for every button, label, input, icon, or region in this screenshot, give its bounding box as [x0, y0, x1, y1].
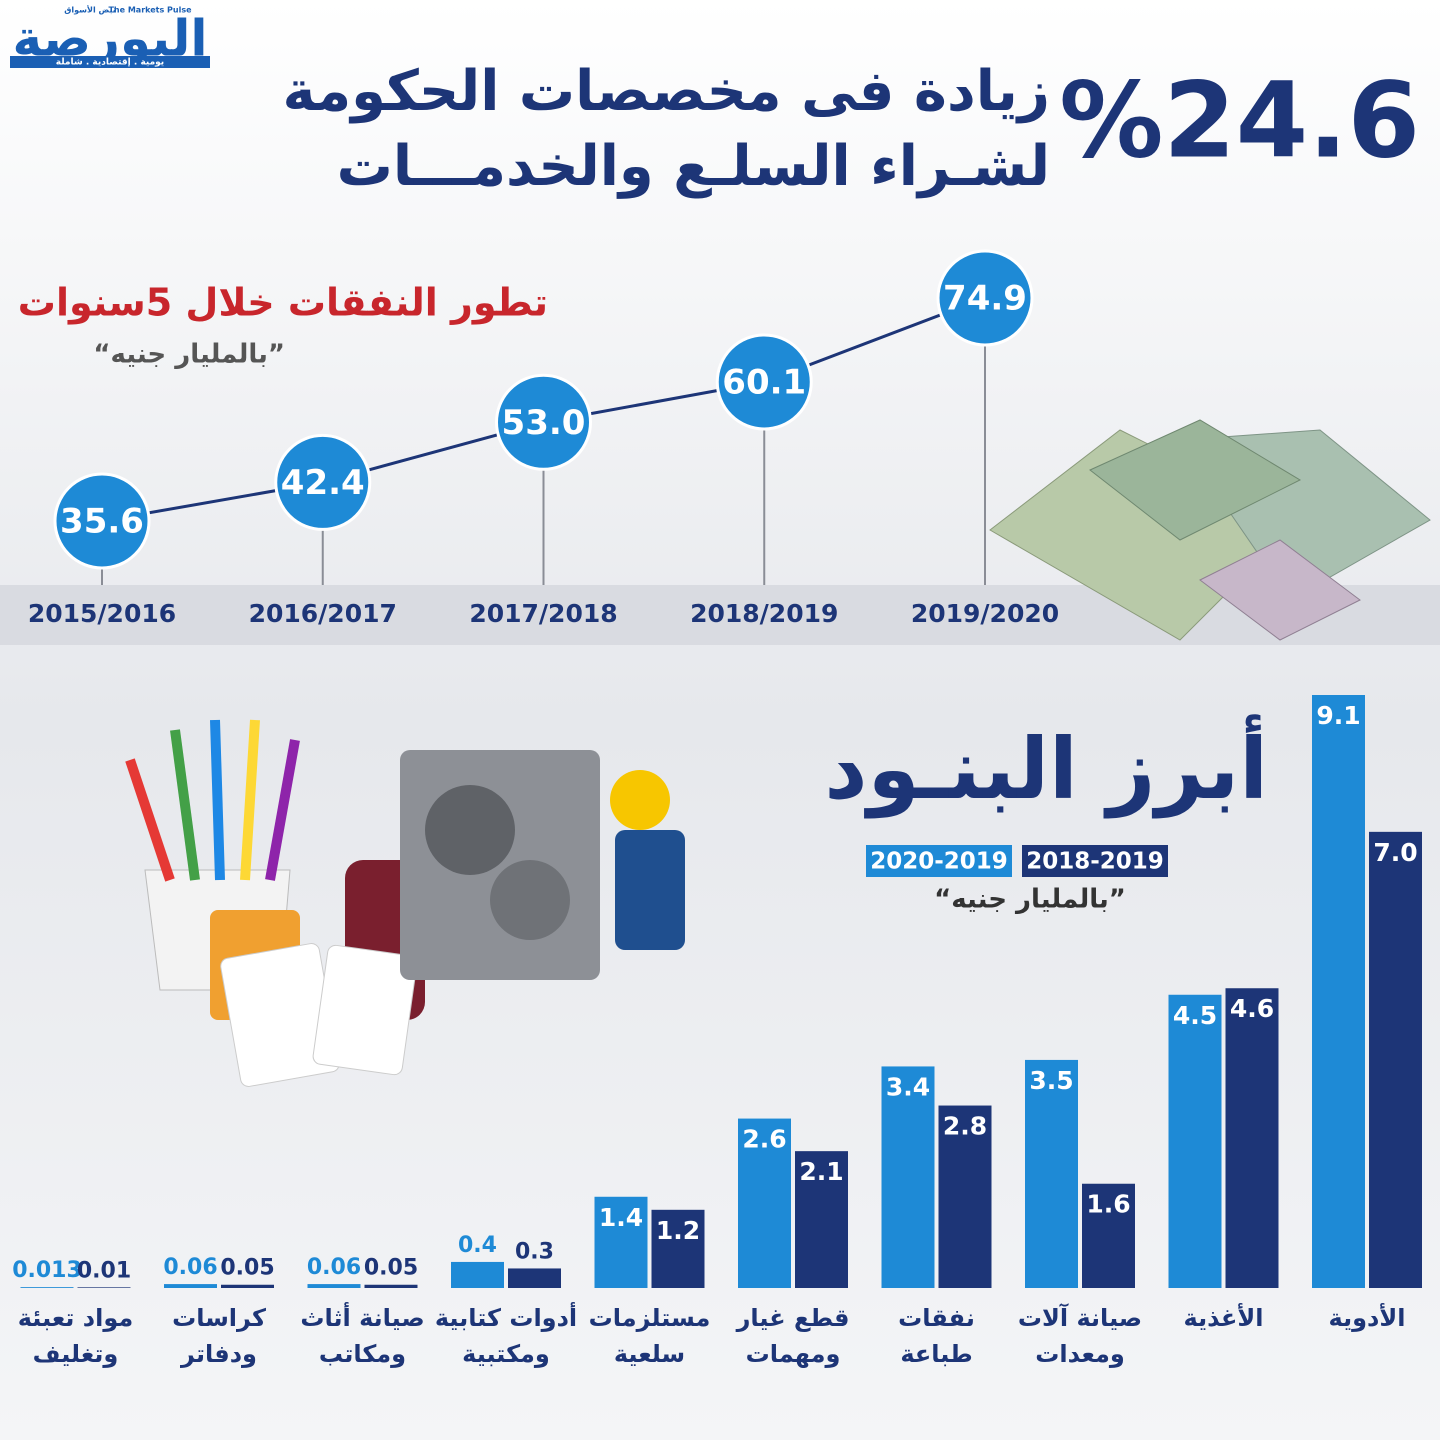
x-tick-label: 2019/2020 — [911, 599, 1059, 628]
x-tick-label-box: قطع غيار ومهمات — [736, 1304, 850, 1368]
money-illustration — [989, 419, 1431, 641]
x-tick-label-box: كراسات ودفاتر — [172, 1304, 266, 1368]
logo-en: The Markets Pulse — [108, 6, 192, 15]
value-label: 74.9 — [943, 279, 1027, 319]
value-label: 2.1 — [799, 1157, 843, 1186]
x-tick-label-box: نفقات طباعة — [898, 1304, 975, 1368]
chart-title: أبرز البنـود — [824, 714, 1268, 819]
headline-line: لشـراء السلـع والخدمـــات — [337, 134, 1050, 199]
value-label: 2.6 — [742, 1125, 786, 1154]
bar — [1312, 695, 1365, 1288]
value-label: 7.0 — [1373, 838, 1417, 867]
value-label: 2.8 — [943, 1112, 987, 1141]
bar — [451, 1261, 504, 1288]
logo-ar-tag: نبض الأسواق — [64, 5, 115, 16]
bar — [364, 1284, 418, 1288]
bar — [221, 1284, 274, 1288]
legend-label: 2020-2019 — [870, 849, 1008, 875]
x-tick-label-box: مستلزمات سلعية — [588, 1304, 711, 1368]
x-tick-label-box: صيانة آلات ومعدات — [1017, 1304, 1143, 1368]
x-tick-label: كراسات ودفاتر — [172, 1304, 266, 1368]
bar — [1225, 988, 1279, 1288]
legend-swatch — [1022, 845, 1168, 877]
bar — [938, 1105, 992, 1288]
bar — [881, 1066, 935, 1288]
value-label: 0.3 — [515, 1239, 554, 1264]
value-label: 4.5 — [1173, 1001, 1217, 1030]
legend-label: 2018-2019 — [1026, 849, 1164, 875]
x-tick-label: الأغذية — [1183, 1304, 1264, 1332]
chart-subtitle: “بالمليار جنيه” — [93, 340, 285, 370]
value-label: 4.6 — [1230, 994, 1274, 1023]
headline-number: %24.6 — [1059, 59, 1420, 181]
x-tick-label: أدوات كتابية ومكتبية — [434, 1304, 578, 1368]
x-tick-label: 2017/2018 — [469, 599, 617, 628]
bar — [20, 1287, 74, 1288]
x-tick-label: مواد تعبئة وتغليف — [17, 1304, 134, 1368]
bar — [651, 1209, 705, 1288]
x-tick-label: 2015/2016 — [28, 599, 176, 628]
value-label: 0.013 — [12, 1258, 82, 1283]
x-tick-label: صيانة أثاث ومكاتب — [300, 1304, 425, 1368]
bar — [1082, 1183, 1135, 1288]
x-tick-label-box: مواد تعبئة وتغليف — [17, 1304, 134, 1368]
x-tick-label: قطع غيار ومهمات — [736, 1304, 850, 1368]
bar — [1369, 831, 1422, 1288]
x-tick-label: صيانة آلات ومعدات — [1017, 1304, 1143, 1368]
x-tick-label-box: الأدوية — [1328, 1304, 1406, 1332]
x-tick-label-box: الأغذية — [1183, 1304, 1264, 1332]
value-label: 0.06 — [307, 1255, 361, 1280]
x-tick-label: 2018/2019 — [690, 599, 838, 628]
value-label: 35.6 — [60, 502, 144, 542]
bar — [508, 1268, 561, 1288]
legend-swatch — [866, 845, 1012, 877]
value-label: 60.1 — [722, 362, 806, 402]
headline-line: زيادة فى مخصصات الحكومة — [283, 59, 1050, 124]
bar — [164, 1284, 217, 1288]
logo-tagline: يومية . إقتصادية . شاملة — [56, 58, 164, 68]
value-label: 3.4 — [886, 1072, 930, 1101]
x-tick-label-box: صيانة أثاث ومكاتب — [300, 1304, 425, 1368]
point — [274, 433, 372, 531]
value-label: 0.05 — [220, 1256, 274, 1281]
chart-subtitle: “بالمليار جنيه” — [934, 885, 1126, 915]
bar — [594, 1196, 648, 1288]
value-label: 0.06 — [163, 1255, 217, 1280]
value-label: 0.05 — [364, 1256, 418, 1281]
value-label: 1.2 — [656, 1216, 700, 1245]
value-label: 0.01 — [77, 1258, 131, 1283]
point — [715, 333, 813, 431]
point — [495, 373, 592, 471]
bar — [738, 1118, 791, 1288]
point — [53, 472, 151, 570]
bar — [307, 1284, 361, 1288]
value-label: 42.4 — [281, 463, 365, 503]
value-label: 0.4 — [458, 1233, 497, 1258]
bar — [1025, 1059, 1078, 1288]
x-tick-label: نفقات طباعة — [898, 1304, 975, 1368]
x-tick-label: الأدوية — [1328, 1304, 1406, 1332]
value-label: 53.0 — [502, 403, 586, 443]
value-label: 1.4 — [599, 1203, 643, 1232]
value-label: 9.1 — [1316, 701, 1360, 730]
value-label: 1.6 — [1086, 1190, 1130, 1219]
chart-title: تطور النفقات خلال 5سنوات — [18, 281, 548, 325]
bar — [77, 1287, 131, 1288]
x-tick-label: 2016/2017 — [249, 599, 397, 628]
bar — [1168, 994, 1222, 1288]
bar — [795, 1151, 848, 1288]
logo-bar — [10, 56, 210, 68]
supplies-illustration — [125, 719, 685, 1087]
x-tick-label: مستلزمات سلعية — [588, 1304, 711, 1368]
value-label: 3.5 — [1029, 1066, 1073, 1095]
x-tick-label-box: أدوات كتابية ومكتبية — [434, 1304, 578, 1368]
point — [936, 249, 1034, 347]
